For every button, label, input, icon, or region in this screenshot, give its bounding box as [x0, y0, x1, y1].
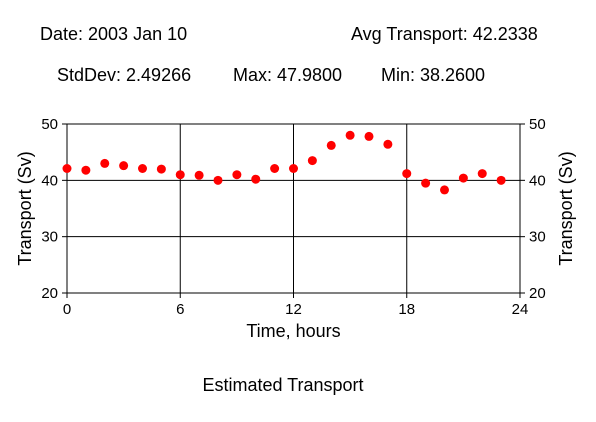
- avg-transport-label: Avg Transport: 42.2338: [351, 24, 538, 44]
- date-label: Date: 2003 Jan 10: [40, 24, 188, 44]
- y-tick-label-right: 30: [529, 229, 546, 246]
- data-point: [307, 156, 317, 166]
- data-point: [326, 140, 336, 150]
- y-tick-label-left: 40: [41, 172, 58, 189]
- max-label: Max: 47.9800: [233, 65, 343, 85]
- data-point: [496, 175, 506, 185]
- data-point: [100, 158, 110, 168]
- data-point: [119, 161, 129, 171]
- min-label: Min: 38.2600: [381, 65, 486, 85]
- data-point: [175, 170, 185, 180]
- data-point: [156, 164, 166, 174]
- chart-caption: Estimated Transport: [202, 375, 364, 395]
- data-point: [81, 165, 91, 175]
- data-point: [345, 130, 355, 140]
- x-tick-label: 12: [285, 301, 302, 318]
- x-tick-label: 6: [176, 301, 184, 318]
- y-axis-label-right: Transport (Sv): [556, 151, 576, 265]
- x-tick-label: 18: [398, 301, 415, 318]
- data-point: [477, 169, 487, 179]
- stddev-label: StdDev: 2.49266: [57, 65, 192, 85]
- data-point: [138, 164, 147, 174]
- data-point: [251, 174, 261, 184]
- data-point: [213, 175, 223, 185]
- data-point: [270, 164, 280, 174]
- data-point: [62, 164, 72, 174]
- data-point: [364, 131, 374, 141]
- y-tick-label-right: 20: [529, 285, 546, 302]
- x-tick-label: 0: [63, 301, 71, 318]
- data-point: [232, 170, 242, 180]
- y-tick-label-right: 40: [529, 172, 546, 189]
- y-tick-label-left: 20: [41, 285, 58, 302]
- data-point: [194, 170, 204, 180]
- data-point: [458, 173, 468, 183]
- data-point: [289, 164, 298, 174]
- y-axis-label-left: Transport (Sv): [15, 151, 35, 265]
- y-tick-label-left: 50: [41, 116, 58, 133]
- x-tick-label: 24: [512, 301, 529, 318]
- y-tick-label-right: 50: [529, 116, 546, 133]
- data-point: [383, 139, 393, 149]
- data-point: [440, 185, 449, 195]
- x-axis-label: Time, hours: [246, 321, 340, 341]
- data-point: [421, 178, 431, 188]
- y-tick-label-left: 30: [41, 229, 58, 246]
- data-point: [402, 169, 412, 179]
